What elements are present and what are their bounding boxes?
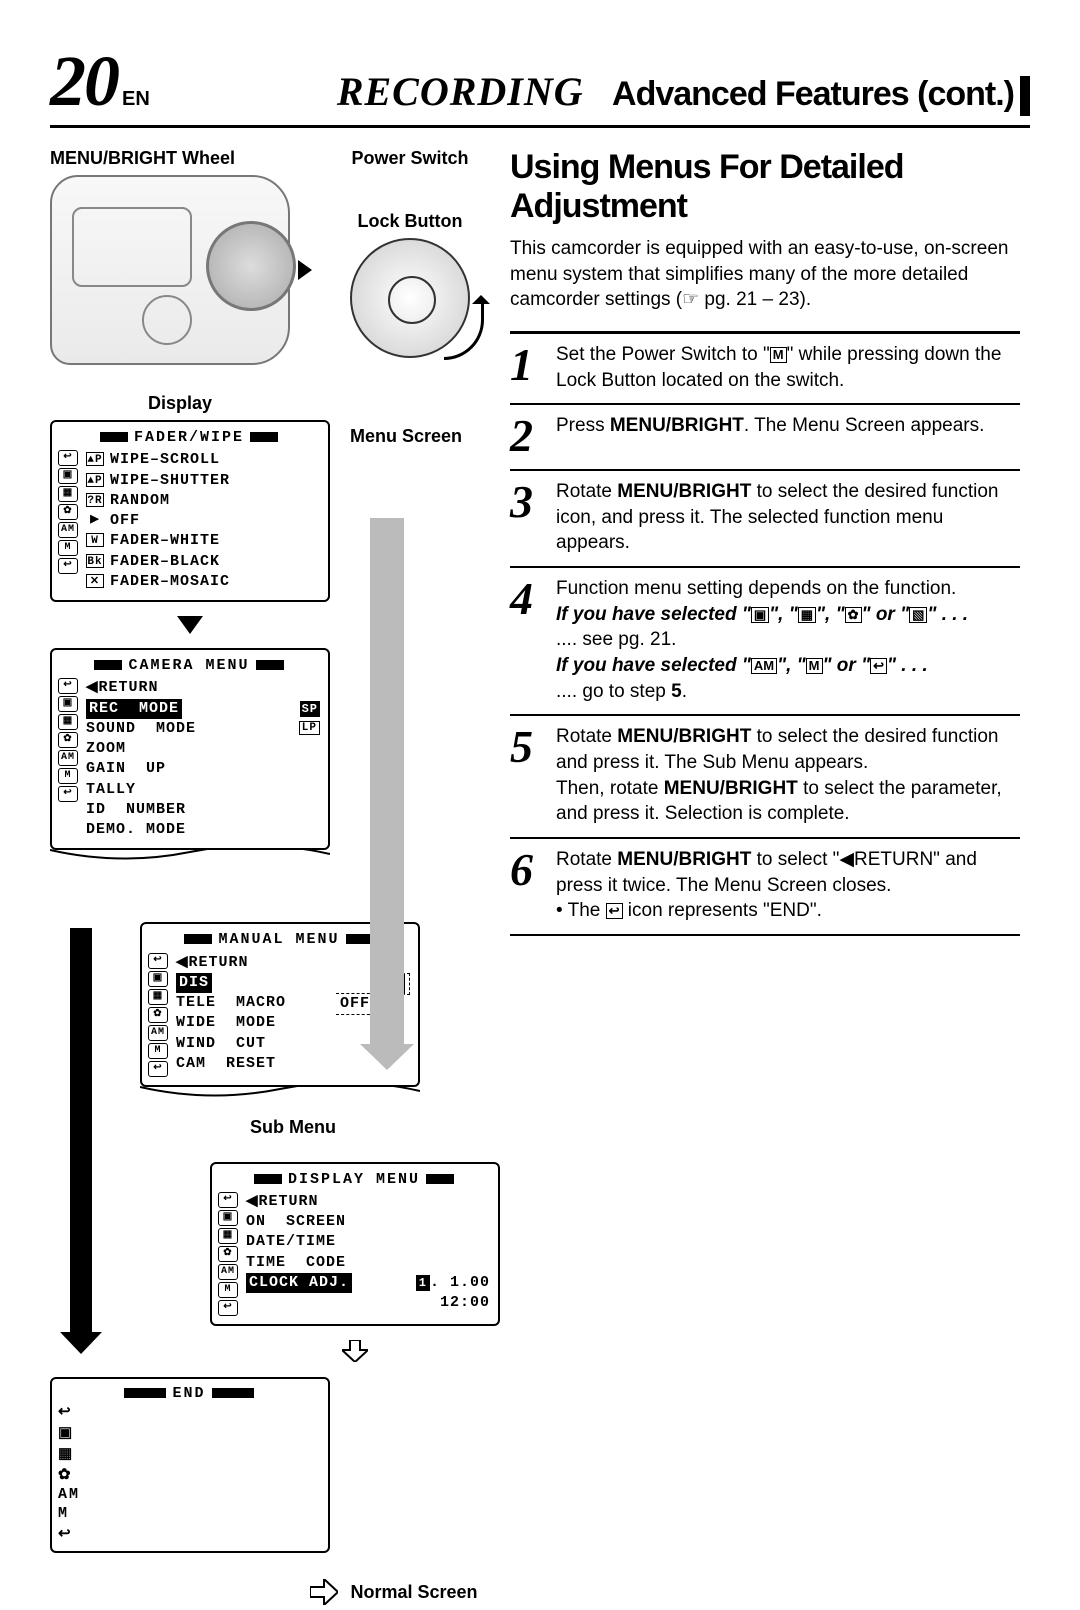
step-number: 1 xyxy=(510,342,546,393)
page-number-block: 20EN xyxy=(50,40,150,123)
black-arrow-icon xyxy=(70,928,92,1334)
step2-b: MENU/BRIGHT xyxy=(610,415,744,436)
step3-a: Rotate xyxy=(556,481,617,502)
step-1: 1 Set the Power Switch to "M" while pres… xyxy=(510,334,1020,405)
header-subtitle: Advanced Features (cont.) xyxy=(612,75,1014,113)
step5-a: Rotate xyxy=(556,726,617,747)
display-item: TIME CODE xyxy=(246,1253,490,1273)
step-6: 6 Rotate MENU/BRIGHT to select "◀RETURN"… xyxy=(510,839,1020,936)
step6-a: Rotate xyxy=(556,849,617,870)
step-3: 3 Rotate MENU/BRIGHT to select the desir… xyxy=(510,471,1020,568)
camera-item: ZOOM xyxy=(86,739,320,759)
menu-sidebar-icons: ↩▣▦✿AMM↩ xyxy=(148,953,170,1077)
header-title: RECORDING Advanced Features (cont.) xyxy=(337,68,1030,116)
fader-item: ▶OFF xyxy=(86,511,320,531)
display-menu: DISPLAY MENU ↩▣▦✿AMM↩ ◀RETURN ON SCREEND… xyxy=(210,1162,500,1326)
display-menu-title: DISPLAY MENU xyxy=(288,1171,420,1188)
step4-see: .... see pg. 21. xyxy=(556,629,676,650)
fader-item: BkFADER–BLACK xyxy=(86,552,320,572)
step4-sel2: If you have selected "AM", "M" or "↩" . … xyxy=(556,655,928,676)
end-title: END xyxy=(172,1385,205,1402)
header-recording: RECORDING xyxy=(337,69,584,114)
wave-edge-icon xyxy=(140,1085,420,1099)
label-lock-button: Lock Button xyxy=(340,211,480,232)
step5-d: Then, rotate xyxy=(556,778,664,799)
step-number: 3 xyxy=(510,479,546,556)
step5-b: MENU/BRIGHT xyxy=(617,726,751,747)
arrow-right-hollow-icon xyxy=(310,1579,338,1610)
label-menu-bright-wheel: MENU/BRIGHT Wheel xyxy=(50,148,320,169)
display-item: DATE/TIME xyxy=(246,1232,490,1252)
fader-item: ▲PWIPE–SHUTTER xyxy=(86,471,320,491)
step-number: 5 xyxy=(510,724,546,827)
fader-item: WFADER–WHITE xyxy=(86,531,320,551)
fader-item: ✕FADER–MOSAIC xyxy=(86,572,320,592)
step6-e: icon represents "END". xyxy=(623,900,822,921)
left-column: MENU/BRIGHT Wheel Power Switch Lock Butt… xyxy=(50,148,480,1610)
page-number: 20 xyxy=(50,41,118,121)
step5-e: MENU/BRIGHT xyxy=(664,778,798,799)
step4-go: .... go to step 5. xyxy=(556,681,687,702)
step-4: 4 Function menu setting depends on the f… xyxy=(510,568,1020,716)
intro-text: This camcorder is equipped with an easy-… xyxy=(510,236,1020,313)
camera-item: GAIN UP xyxy=(86,759,320,779)
step3-b: MENU/BRIGHT xyxy=(617,481,751,502)
fader-item: ▲PWIPE–SCROLL xyxy=(86,450,320,470)
label-normal-screen: Normal Screen xyxy=(350,1582,477,1602)
camcorder-illustration xyxy=(50,175,290,365)
step-number: 6 xyxy=(510,847,546,924)
end-icon: ↩ xyxy=(606,903,623,919)
menu-return: ◀RETURN xyxy=(246,1192,490,1212)
pointer-icon xyxy=(298,260,312,280)
page-lang: EN xyxy=(122,88,150,110)
power-dial-illustration xyxy=(350,238,470,358)
arrow-down-hollow-icon xyxy=(342,1349,368,1366)
label-display: Display xyxy=(50,393,310,414)
step-2: 2 Press MENU/BRIGHT. The Menu Screen app… xyxy=(510,405,1020,471)
camera-item: ID NUMBER xyxy=(86,800,320,820)
camera-item: TALLY xyxy=(86,780,320,800)
header-bar-icon xyxy=(1020,76,1030,116)
menu-sidebar-icons: ↩▣▦✿AMM↩ xyxy=(218,1192,240,1316)
display-item: CLOCK ADJ.1. 1.00 xyxy=(246,1273,490,1293)
camera-menu-title: CAMERA MENU xyxy=(128,657,249,674)
camera-item: DEMO. MODE xyxy=(86,820,320,840)
menu-return: ◀RETURN xyxy=(86,678,320,698)
step2-c: . The Menu Screen appears. xyxy=(744,415,984,436)
step-number: 4 xyxy=(510,576,546,704)
label-menu-screen: Menu Screen xyxy=(350,426,462,447)
fader-wipe-menu: FADER/WIPE ↩▣▦✿AMM↩ ▲PWIPE–SCROLL▲PWIPE–… xyxy=(50,420,330,602)
display-item: ON SCREEN xyxy=(246,1212,490,1232)
wave-edge-icon xyxy=(50,848,330,862)
step4-sel1: If you have selected "▣", "▦", "✿" or "▧… xyxy=(556,604,968,625)
step-5: 5 Rotate MENU/BRIGHT to select the desir… xyxy=(510,716,1020,839)
arrow-down-icon xyxy=(177,616,203,634)
menu-sidebar-icons: ↩▣▦✿AMM↩ xyxy=(58,1402,80,1543)
menu-sidebar-icons: ↩▣▦✿AMM↩ xyxy=(58,450,80,592)
label-power-switch: Power Switch xyxy=(340,148,480,169)
camera-item: REC MODESP xyxy=(86,699,320,719)
display-item-line2: 12:00 xyxy=(246,1293,490,1313)
step2-a: Press xyxy=(556,415,610,436)
step-number: 2 xyxy=(510,413,546,459)
section-title: Using Menus For Detailed Adjustment xyxy=(510,148,1020,226)
page-header: 20EN RECORDING Advanced Features (cont.) xyxy=(50,40,1030,128)
camera-menu: CAMERA MENU ↩▣▦✿AMM↩ ◀RETURN REC MODESPS… xyxy=(50,648,330,850)
right-column: Using Menus For Detailed Adjustment This… xyxy=(510,148,1020,1610)
label-sub-menu: Sub Menu xyxy=(250,1117,480,1138)
camera-item: SOUND MODE LP xyxy=(86,719,320,739)
step6-b: MENU/BRIGHT xyxy=(617,849,751,870)
steps-list: 1 Set the Power Switch to "M" while pres… xyxy=(510,331,1020,936)
manual-menu-title: MANUAL MENU xyxy=(218,931,339,948)
menu-sidebar-icons: ↩▣▦✿AMM↩ xyxy=(58,678,80,840)
gray-arrow-icon xyxy=(370,518,404,1048)
step4-a: Function menu setting depends on the fun… xyxy=(556,578,956,599)
fader-item: ?RRANDOM xyxy=(86,491,320,511)
step6-d: • The xyxy=(556,900,606,921)
fader-menu-title: FADER/WIPE xyxy=(134,429,244,446)
m-icon: M xyxy=(770,347,787,363)
end-menu: END ↩▣▦✿AMM↩ xyxy=(50,1377,330,1553)
